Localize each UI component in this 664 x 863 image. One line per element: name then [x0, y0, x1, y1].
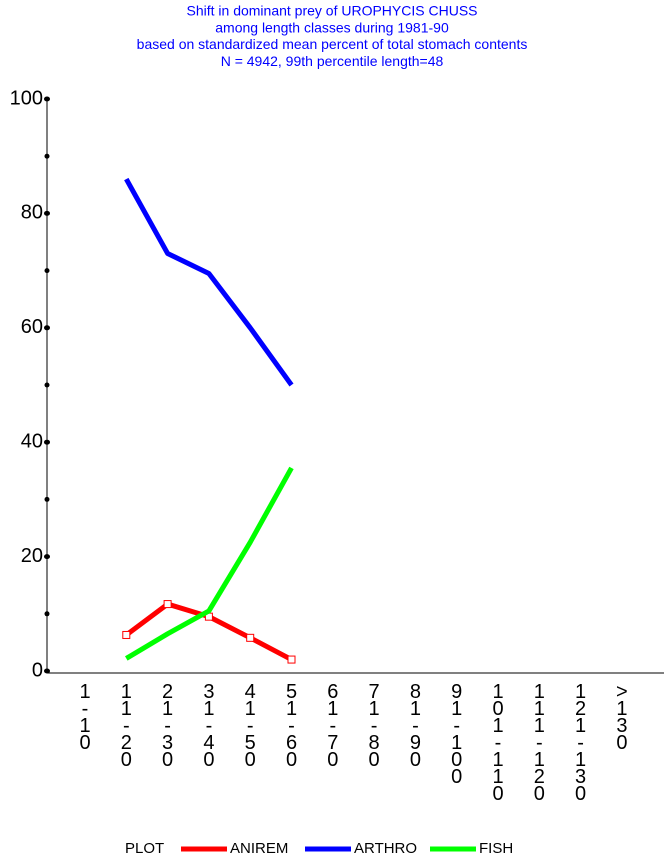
y-tick-label: 100	[10, 87, 43, 109]
x-tick-label: 1 1 1 -1 2 0	[534, 681, 545, 805]
y-tick	[44, 96, 50, 102]
legend-label: ANIREM	[230, 840, 288, 857]
legend-title: PLOT	[125, 840, 164, 857]
x-tick-label: 6 1 -7 0	[327, 681, 338, 771]
x-tick-label: 9 1 -1 0 0	[451, 681, 462, 788]
y-minor-tick	[44, 496, 50, 502]
y-tick	[44, 439, 50, 445]
y-minor-tick	[44, 382, 50, 388]
x-tick-label: 1 2 1 -1 3 0	[575, 681, 586, 805]
y-minor-tick	[44, 153, 50, 159]
x-tick-label: 2 1 -3 0	[162, 681, 173, 771]
series-line	[124, 177, 294, 387]
y-minor-tick	[44, 611, 50, 617]
y-tick-label: 0	[32, 659, 43, 681]
series-marker	[163, 600, 172, 609]
x-tick-label: >1 3 0	[616, 681, 628, 754]
x-tick-label: 3 1 -4 0	[203, 681, 214, 771]
chart-title: N = 4942, 99th percentile length=48	[221, 53, 444, 69]
series-marker	[122, 630, 131, 639]
y-tick-label: 40	[21, 430, 43, 452]
chart-title: among length classes during 1981-90	[215, 19, 449, 35]
legend-label: ARTHRO	[354, 840, 417, 857]
series-marker	[246, 633, 255, 642]
y-tick	[44, 668, 50, 674]
chart-title: based on standardized mean percent of to…	[137, 36, 528, 52]
y-tick	[44, 325, 50, 331]
y-tick-label: 80	[21, 202, 43, 224]
legend-label: FISH	[479, 840, 513, 857]
series-marker	[287, 655, 296, 664]
x-tick-label: 1 -1 0	[79, 681, 90, 754]
x-tick-label: 1 0 1 -1 1 0	[492, 681, 503, 805]
x-tick-label: 8 1 -9 0	[410, 681, 421, 771]
x-tick-label: 7 1 -8 0	[369, 681, 380, 771]
y-tick	[44, 554, 50, 560]
y-tick	[44, 210, 50, 216]
y-tick-label: 20	[21, 545, 43, 567]
chart-title: Shift in dominant prey of UROPHYCIS CHUS…	[187, 3, 478, 19]
x-tick-label: 4 1 -5 0	[245, 681, 256, 771]
y-tick-label: 60	[21, 316, 43, 338]
y-minor-tick	[44, 268, 50, 274]
series-line	[125, 466, 294, 661]
x-tick-label: 5 1 -6 0	[286, 681, 297, 771]
x-tick-label: 1 1 -2 0	[121, 681, 132, 771]
